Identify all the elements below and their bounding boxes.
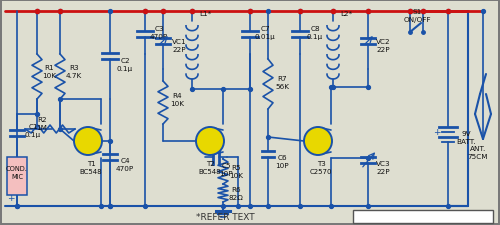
Text: S1
ON/OFF: S1 ON/OFF	[403, 9, 431, 23]
Text: *REFER TEXT: *REFER TEXT	[196, 213, 254, 222]
Text: VC1
22P: VC1 22P	[172, 39, 186, 52]
Text: R3
4.7K: R3 4.7K	[66, 65, 82, 78]
Text: C2
0.1µ: C2 0.1µ	[117, 58, 133, 71]
Text: R6
82Ω: R6 82Ω	[228, 187, 244, 200]
Text: C1
0.1µ: C1 0.1µ	[25, 124, 41, 137]
Circle shape	[304, 127, 332, 155]
Text: R7
56K: R7 56K	[275, 76, 289, 89]
Text: +: +	[7, 194, 15, 202]
Text: VC2
22P: VC2 22P	[376, 39, 390, 52]
Text: www.ExtremeCircuits.net: www.ExtremeCircuits.net	[372, 212, 474, 221]
Text: COND.
MIC: COND. MIC	[6, 166, 28, 179]
Text: ANT.
75CM: ANT. 75CM	[468, 146, 488, 159]
Circle shape	[74, 127, 102, 155]
Text: C4
470P: C4 470P	[116, 158, 134, 171]
Text: C5
10P: C5 10P	[219, 162, 233, 176]
Text: VC3
22P: VC3 22P	[376, 160, 390, 174]
Text: +: +	[433, 128, 441, 137]
Text: R1
10K: R1 10K	[42, 65, 56, 78]
Text: L1*: L1*	[199, 11, 211, 17]
Text: R2
1M: R2 1M	[36, 117, 48, 130]
Text: R5
10K: R5 10K	[229, 164, 243, 178]
Text: C7
0.01µ: C7 0.01µ	[254, 26, 276, 40]
FancyBboxPatch shape	[7, 157, 27, 195]
Text: R4
10K: R4 10K	[170, 93, 184, 106]
Text: T1
BC548: T1 BC548	[80, 160, 102, 174]
Text: L2*: L2*	[340, 11, 352, 17]
Text: 9V
BATT.: 9V BATT.	[456, 131, 476, 144]
Text: T2
BC548: T2 BC548	[198, 160, 222, 174]
Text: C6
10P: C6 10P	[275, 155, 289, 168]
FancyBboxPatch shape	[353, 210, 493, 223]
Text: T3
C2570: T3 C2570	[310, 160, 332, 174]
Text: C8
0.1µ: C8 0.1µ	[307, 26, 323, 40]
Circle shape	[196, 127, 224, 155]
Text: C3
470P: C3 470P	[150, 26, 168, 40]
